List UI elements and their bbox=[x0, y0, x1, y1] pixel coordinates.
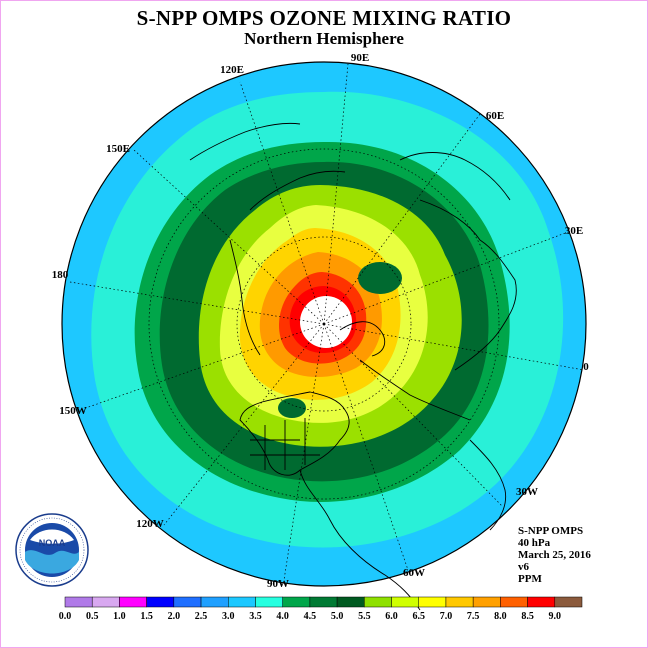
colorbar-tick-label: 1.5 bbox=[140, 611, 153, 622]
colorbar-swatch bbox=[200, 596, 229, 608]
colorbar-tick-label: 0.0 bbox=[59, 611, 72, 622]
colorbar-swatch bbox=[554, 596, 583, 608]
colorbar-tick-label: 4.5 bbox=[304, 611, 317, 622]
colorbar-swatch bbox=[282, 596, 311, 608]
colorbar-tick-label: 0.5 bbox=[86, 611, 99, 622]
info-block: S-NPP OMPS 40 hPa March 25, 2016 v6 PPM bbox=[518, 525, 591, 585]
colorbar-tick-label: 9.0 bbox=[549, 611, 562, 622]
colorbar-swatch bbox=[391, 596, 419, 608]
contour-low-canada bbox=[278, 398, 306, 418]
colorbar-swatch bbox=[228, 596, 256, 608]
colorbar-swatch bbox=[91, 596, 120, 608]
lon-label-30e: 30E bbox=[565, 225, 583, 237]
page-subtitle: Northern Hemisphere bbox=[244, 29, 404, 48]
colorbar-swatch bbox=[527, 596, 556, 608]
colorbar: 0.0 0.5 1.0 1.5 2.0 2.5 3.0 3.5 4.0 4.5 5.0 5.5 6.0 6… bbox=[59, 596, 583, 622]
colorbar-tick-label: 7.5 bbox=[467, 611, 480, 622]
polar-data-gap bbox=[300, 296, 352, 348]
colorbar-swatch bbox=[418, 596, 447, 608]
colorbar-swatch bbox=[255, 596, 283, 608]
lon-label-90w: 90W bbox=[267, 578, 289, 590]
lon-label-150e: 150E bbox=[106, 143, 130, 155]
colorbar-swatch bbox=[119, 596, 147, 608]
colorbar-swatch bbox=[364, 596, 392, 608]
lon-label-60e: 60E bbox=[486, 110, 504, 122]
map-border bbox=[61, 61, 587, 587]
longitude-labels: 90E 60E 30E 0 30W 60W 90W 120W 150W 180 … bbox=[52, 52, 590, 590]
colorbar-tick-label: 8.5 bbox=[521, 611, 534, 622]
colorbar-swatch bbox=[500, 596, 528, 608]
lon-label-30w: 30W bbox=[516, 486, 538, 498]
colorbar-swatch bbox=[64, 596, 93, 608]
lon-label-60w: 60W bbox=[403, 567, 425, 579]
lon-label-120e: 120E bbox=[220, 64, 244, 76]
colorbar-tick-label: 6.0 bbox=[385, 611, 398, 622]
ozone-field bbox=[62, 62, 586, 586]
colorbar-swatch bbox=[472, 596, 501, 608]
colorbar-tick-label: 4.0 bbox=[276, 611, 289, 622]
colorbar-tick-label: 3.0 bbox=[222, 611, 235, 622]
info-units: PPM bbox=[518, 573, 542, 585]
colorbar-swatch bbox=[309, 596, 338, 608]
noaa-logo-text: NOAA bbox=[39, 538, 66, 548]
colorbar-swatch bbox=[146, 596, 175, 608]
colorbar-tick-label: 3.5 bbox=[249, 611, 262, 622]
info-date: March 25, 2016 bbox=[518, 549, 591, 561]
colorbar-tick-label: 1.0 bbox=[113, 611, 126, 622]
info-level: 40 hPa bbox=[518, 537, 551, 549]
info-version: v6 bbox=[518, 561, 529, 573]
colorbar-tick-label: 6.5 bbox=[412, 611, 425, 622]
noaa-logo: NOAA bbox=[15, 513, 89, 587]
graticule bbox=[69, 63, 585, 581]
colorbar-tick-label: 7.0 bbox=[440, 611, 453, 622]
colorbar-tick-label: 8.0 bbox=[494, 611, 507, 622]
info-instrument: S-NPP OMPS bbox=[518, 525, 584, 537]
colorbar-swatch bbox=[173, 596, 202, 608]
lon-label-180: 180 bbox=[52, 269, 69, 281]
colorbar-tick-label: 5.5 bbox=[358, 611, 371, 622]
colorbar-tick-label: 2.5 bbox=[195, 611, 208, 622]
lon-label-150w: 150W bbox=[59, 405, 87, 417]
colorbar-swatch bbox=[445, 596, 474, 608]
page-title: S-NPP OMPS OZONE MIXING RATIO bbox=[136, 6, 512, 30]
colorbar-tick-label: 2.0 bbox=[168, 611, 181, 622]
contour-low-europe bbox=[358, 262, 402, 294]
colorbar-tick-label: 5.0 bbox=[331, 611, 344, 622]
lon-label-90e: 90E bbox=[351, 52, 369, 64]
colorbar-swatch bbox=[336, 596, 365, 608]
lon-label-0: 0 bbox=[583, 361, 589, 373]
lon-label-120w: 120W bbox=[136, 518, 164, 530]
